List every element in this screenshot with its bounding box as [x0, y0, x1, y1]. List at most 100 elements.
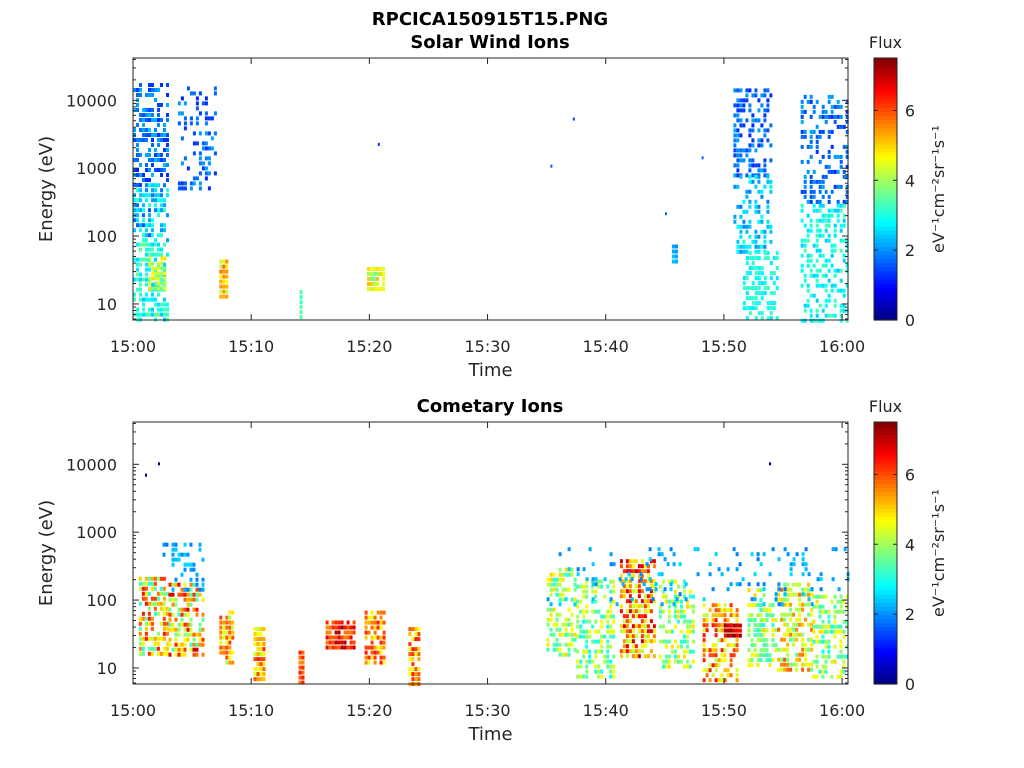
flux-cell: [597, 609, 601, 614]
flux-cell: [845, 164, 849, 169]
flux-cell: [769, 261, 773, 266]
flux-cell: [133, 133, 136, 137]
flux-cell: [204, 101, 208, 106]
flux-cell: [163, 168, 166, 172]
flux-cell: [646, 624, 650, 629]
flux-cell: [159, 636, 163, 641]
flux-cell: [174, 632, 178, 637]
flux-cell: [145, 242, 148, 247]
colorbar-segment: [874, 283, 897, 288]
flux-cell: [678, 562, 682, 567]
flux-cell: [667, 664, 671, 669]
flux-cell: [818, 114, 822, 119]
flux-cell: [646, 569, 650, 574]
flux-cell: [174, 647, 178, 652]
flux-cell: [682, 584, 686, 589]
flux-cell: [818, 134, 822, 139]
flux-cell: [219, 620, 223, 625]
flux-cell: [842, 238, 846, 243]
flux-cell: [549, 582, 553, 587]
flux-cell: [142, 173, 145, 177]
flux-cell: [768, 658, 772, 663]
flux-cell: [809, 194, 813, 199]
flux-cell: [809, 228, 813, 233]
flux-cell: [156, 646, 160, 651]
flux-cell: [682, 589, 686, 594]
flux-cell: [346, 645, 350, 650]
flux-cell: [160, 133, 163, 137]
flux-cell: [228, 630, 232, 635]
flux-cell: [658, 614, 662, 619]
flux-cell: [151, 193, 154, 198]
colorbar-segment: [874, 602, 897, 607]
flux-cell: [144, 586, 148, 591]
flux-cell: [815, 223, 819, 228]
flux-cell: [594, 594, 598, 599]
flux-cell: [786, 657, 790, 662]
flux-cell: [145, 138, 148, 142]
flux-cell: [679, 609, 683, 614]
flux-cell: [609, 669, 613, 674]
flux-cell: [153, 576, 157, 581]
flux-cell: [649, 609, 653, 614]
flux-cell: [163, 307, 166, 312]
flux-cell: [157, 286, 161, 291]
flux-cell: [145, 257, 148, 262]
flux-cell: [714, 678, 718, 683]
flux-cell: [628, 599, 632, 604]
flux-cell: [145, 178, 148, 182]
flux-cell: [148, 183, 151, 188]
flux-cell: [417, 667, 421, 672]
flux-cell: [821, 594, 825, 599]
colorbar-segment: [874, 598, 897, 603]
colorbar-segment: [874, 303, 897, 309]
flux-cell: [204, 166, 208, 171]
flux-cell: [815, 599, 819, 604]
flux-cell: [606, 639, 610, 644]
flux-cell: [809, 174, 813, 179]
flux-cell: [157, 143, 160, 147]
flux-cell: [714, 618, 718, 623]
flux-cell: [139, 193, 142, 198]
flux-cell: [760, 229, 764, 234]
flux-cell: [815, 624, 819, 629]
flux-cell: [148, 118, 151, 122]
flux-cell: [821, 604, 825, 609]
flux-cell: [136, 123, 139, 127]
flux-cell: [803, 189, 807, 194]
flux-cell: [762, 593, 766, 598]
flux-cell: [833, 604, 837, 609]
flux-cell: [845, 283, 849, 288]
flux-cell: [157, 276, 161, 281]
flux-cell: [739, 158, 743, 163]
flux-cell: [827, 609, 831, 614]
flux-cell: [139, 262, 142, 267]
flux-cell: [763, 276, 767, 281]
flux-cell: [160, 302, 163, 307]
flux-cell: [827, 169, 831, 174]
flux-cell: [815, 674, 819, 679]
flux-cell: [717, 613, 721, 618]
flux-cell: [157, 103, 160, 107]
flux-cell: [804, 567, 808, 572]
flux-cell: [177, 627, 181, 632]
flux-cell: [582, 589, 586, 594]
flux-cell: [156, 611, 160, 616]
flux-cell: [733, 143, 737, 148]
flux-cell: [664, 664, 668, 669]
flux-cell: [815, 179, 819, 184]
flux-cell: [845, 194, 849, 199]
flux-cell: [735, 613, 739, 618]
flux-cell: [800, 189, 804, 194]
flux-cell: [676, 609, 680, 614]
flux-cell: [766, 174, 770, 179]
flux-cell: [151, 276, 155, 281]
y-tick-label: 100: [86, 591, 117, 610]
flux-cell: [780, 612, 784, 617]
flux-cell: [833, 298, 837, 303]
flux-cell: [821, 664, 825, 669]
flux-cell: [748, 266, 752, 271]
flux-cell: [658, 654, 662, 659]
flux-cell: [154, 257, 157, 262]
colorbar-segment: [874, 90, 897, 96]
